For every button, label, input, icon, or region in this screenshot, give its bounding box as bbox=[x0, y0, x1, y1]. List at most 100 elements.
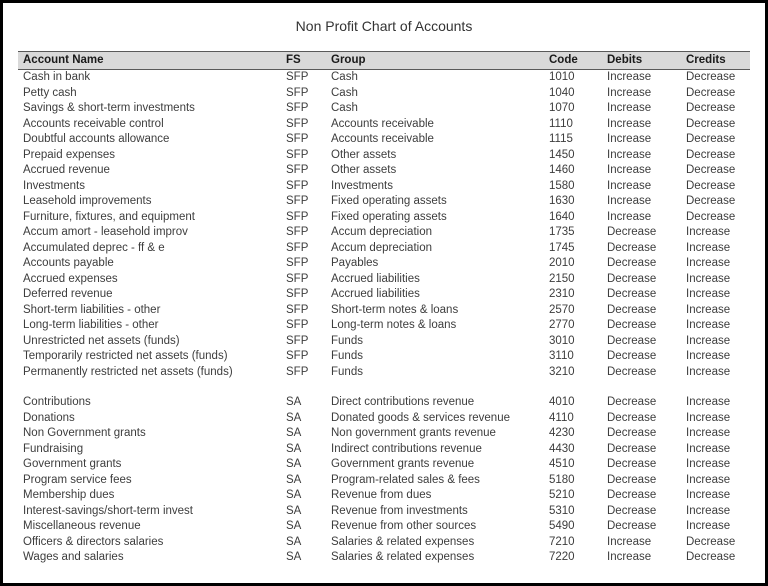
cell-debits: Increase bbox=[607, 164, 652, 176]
cell-debits: Decrease bbox=[607, 427, 657, 439]
cell-group: Cash bbox=[331, 102, 358, 114]
cell-account-name: Doubtful accounts allowance bbox=[23, 133, 170, 145]
cell-code: 5210 bbox=[549, 489, 575, 501]
cell-code: 5180 bbox=[549, 473, 575, 486]
cell-account-name: Accum amort - leasehold improv bbox=[23, 226, 188, 238]
cell-account-name: Savings & short-term investments bbox=[23, 102, 195, 114]
cell-group: Long-term notes & loans bbox=[331, 319, 457, 331]
cell-credits: Decrease bbox=[686, 535, 736, 548]
cell-debits: Decrease bbox=[607, 303, 657, 316]
cell-code: 4110 bbox=[549, 411, 574, 424]
cell-account-name: Accounts receivable control bbox=[23, 117, 164, 130]
cell-account-name: Furniture, fixtures, and equipment bbox=[23, 210, 195, 223]
cell-fs: SFP bbox=[286, 334, 309, 347]
cell-account-name: Long-term liabilities - other bbox=[23, 319, 159, 331]
table-row: Wages and salaries SA Salaries & related… bbox=[18, 550, 750, 566]
cell-code: 2010 bbox=[549, 257, 575, 269]
table-row: Officers & directors salaries SA Salarie… bbox=[18, 535, 750, 551]
cell-group: Payables bbox=[331, 257, 379, 269]
header-group: Group bbox=[331, 54, 366, 66]
cell-group: Funds bbox=[331, 334, 363, 347]
cell-fs: SFP bbox=[286, 102, 309, 114]
cell-account-name: Leasehold improvements bbox=[23, 195, 152, 207]
header-code: Code bbox=[549, 54, 578, 66]
cell-group: Revenue from investments bbox=[331, 504, 468, 517]
cell-debits: Increase bbox=[607, 535, 652, 548]
table-row: Prepaid expenses SFP Other assets 1450 I… bbox=[18, 148, 750, 164]
cell-account-name: Membership dues bbox=[23, 489, 115, 501]
cell-credits: Increase bbox=[686, 396, 731, 408]
cell-debits: Decrease bbox=[607, 334, 657, 347]
table-row: Accumulated deprec - ff & e SFP Accum de… bbox=[18, 241, 750, 257]
cell-credits: Increase bbox=[686, 272, 731, 285]
cell-group: Indirect contributions revenue bbox=[331, 442, 482, 455]
cell-debits: Decrease bbox=[607, 272, 657, 285]
cell-code: 1640 bbox=[549, 210, 575, 223]
cell-credits: Increase bbox=[686, 319, 731, 331]
cell-debits: Increase bbox=[607, 86, 652, 99]
cell-account-name: Cash in bank bbox=[23, 71, 91, 83]
cell-credits: Increase bbox=[686, 489, 731, 501]
table-body: Cash in bank SFP Cash 1010 Increase Decr… bbox=[18, 70, 750, 566]
cell-fs: SFP bbox=[286, 226, 309, 238]
cell-code: 4230 bbox=[549, 427, 575, 439]
table-row: Short-term liabilities - other SFP Short… bbox=[18, 303, 750, 319]
cell-code: 5490 bbox=[549, 520, 575, 532]
cell-group: Program-related sales & fees bbox=[331, 473, 480, 486]
cell-debits: Increase bbox=[607, 195, 652, 207]
cell-credits: Increase bbox=[686, 303, 731, 316]
cell-credits: Decrease bbox=[686, 210, 736, 223]
table-row: Cash in bank SFP Cash 1010 Increase Decr… bbox=[18, 70, 750, 86]
cell-fs: SFP bbox=[286, 148, 309, 161]
cell-credits: Decrease bbox=[686, 117, 736, 130]
cell-group: Short-term notes & loans bbox=[331, 303, 459, 316]
cell-code: 3010 bbox=[549, 334, 575, 347]
cell-fs: SA bbox=[286, 535, 302, 548]
cell-credits: Increase bbox=[686, 334, 731, 347]
cell-account-name: Contributions bbox=[23, 396, 91, 408]
cell-fs: SA bbox=[286, 473, 302, 486]
cell-debits: Decrease bbox=[607, 288, 657, 300]
cell-code: 4430 bbox=[549, 442, 575, 455]
cell-fs: SFP bbox=[286, 350, 309, 362]
cell-account-name: Accrued expenses bbox=[23, 272, 118, 285]
table-row: Donations SA Donated goods & services re… bbox=[18, 411, 750, 427]
cell-fs: SFP bbox=[286, 195, 309, 207]
cell-fs: SFP bbox=[286, 117, 309, 130]
cell-debits: Decrease bbox=[607, 257, 657, 269]
cell-code: 1460 bbox=[549, 164, 575, 176]
cell-account-name: Temporarily restricted net assets (funds… bbox=[23, 350, 228, 362]
cell-code: 2310 bbox=[549, 288, 575, 300]
cell-group: Fixed operating assets bbox=[331, 210, 447, 223]
table-row: Accum amort - leasehold improv SFP Accum… bbox=[18, 225, 750, 241]
table-row: Unrestricted net assets (funds) SFP Fund… bbox=[18, 334, 750, 350]
cell-group: Accum depreciation bbox=[331, 226, 432, 238]
cell-account-name: Unrestricted net assets (funds) bbox=[23, 334, 180, 347]
cell-group: Funds bbox=[331, 365, 363, 378]
cell-credits: Increase bbox=[686, 350, 731, 362]
cell-debits: Decrease bbox=[607, 226, 657, 238]
cell-credits: Increase bbox=[686, 427, 731, 439]
cell-account-name: Non Government grants bbox=[23, 427, 146, 439]
cell-account-name: Fundraising bbox=[23, 442, 84, 455]
chart-of-accounts-table: Account Name FS Group Code Debits Credit… bbox=[18, 51, 750, 566]
table-row: Temporarily restricted net assets (funds… bbox=[18, 349, 750, 365]
cell-account-name: Petty cash bbox=[23, 86, 77, 99]
cell-credits: Increase bbox=[686, 520, 731, 532]
table-row: Permanently restricted net assets (funds… bbox=[18, 365, 750, 381]
cell-credits: Increase bbox=[686, 241, 731, 254]
cell-code: 4010 bbox=[549, 396, 575, 408]
cell-debits: Decrease bbox=[607, 396, 657, 408]
cell-group: Accrued liabilities bbox=[331, 272, 420, 285]
cell-fs: SFP bbox=[286, 272, 309, 285]
cell-account-name: Donations bbox=[23, 411, 75, 424]
cell-code: 1070 bbox=[549, 102, 575, 114]
cell-group: Accrued liabilities bbox=[331, 288, 420, 300]
cell-debits: Increase bbox=[607, 133, 652, 145]
cell-debits: Increase bbox=[607, 551, 652, 563]
cell-fs: SFP bbox=[286, 288, 309, 300]
cell-debits: Decrease bbox=[607, 504, 657, 517]
cell-account-name: Accounts payable bbox=[23, 257, 114, 269]
cell-fs: SFP bbox=[286, 319, 309, 331]
